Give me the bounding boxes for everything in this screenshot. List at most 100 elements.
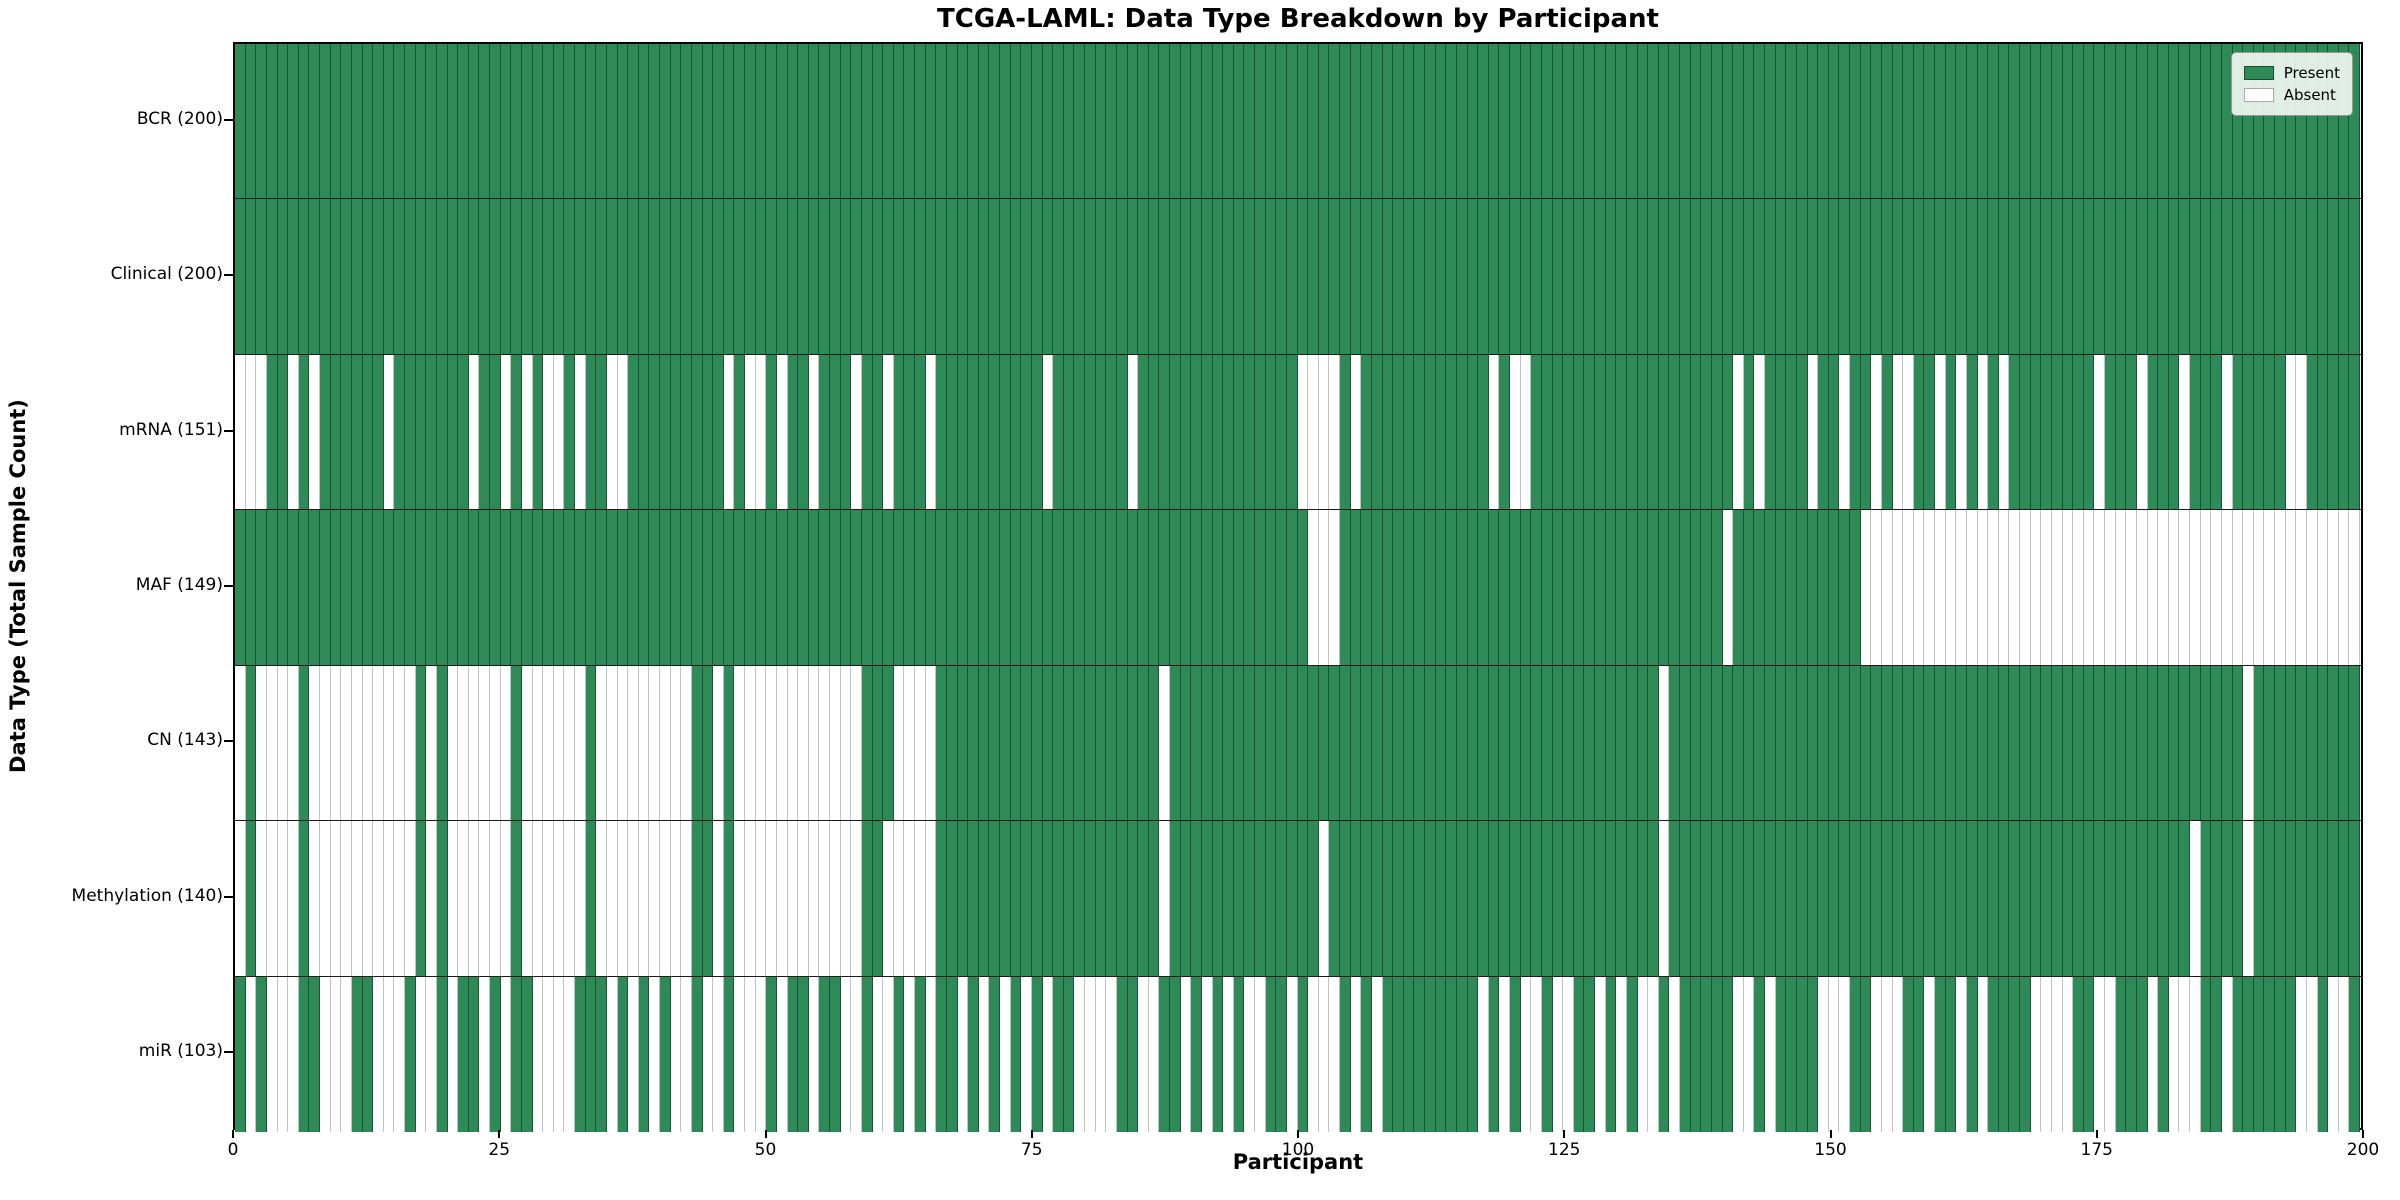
cell <box>2083 976 2095 1132</box>
cell <box>2349 44 2360 199</box>
cell <box>1669 976 1680 1132</box>
cell <box>1276 665 1287 821</box>
cell <box>904 199 915 354</box>
cell <box>256 821 267 976</box>
cell <box>1924 354 1935 510</box>
cell <box>500 821 512 976</box>
cell <box>2083 199 2095 354</box>
cell <box>564 510 575 665</box>
cell <box>1510 44 1521 199</box>
cell <box>1382 44 1394 199</box>
cell <box>2232 976 2244 1132</box>
cell <box>1881 44 1893 199</box>
cell <box>235 976 246 1132</box>
cell <box>660 976 671 1132</box>
cell <box>2179 665 2190 821</box>
cell <box>936 821 947 976</box>
cell <box>596 354 607 510</box>
cell <box>1403 665 1415 821</box>
cell <box>1308 665 1319 821</box>
cell <box>2158 976 2169 1132</box>
cell <box>1743 821 1755 976</box>
cell <box>670 354 682 510</box>
y-tick-mark <box>224 740 233 743</box>
cell <box>2285 354 2297 510</box>
cell <box>1913 44 1925 199</box>
cell <box>288 510 299 665</box>
cell <box>978 354 990 510</box>
cell <box>1796 665 1808 821</box>
cell <box>1467 199 1479 354</box>
cell <box>1159 821 1170 976</box>
cell <box>1255 821 1266 976</box>
cell <box>1966 44 1978 199</box>
cell <box>553 199 565 354</box>
cell <box>362 976 374 1132</box>
cell <box>298 665 310 821</box>
cell <box>893 354 905 510</box>
cell <box>1903 44 1914 199</box>
cell <box>1966 821 1978 976</box>
cell <box>2062 199 2074 354</box>
cell <box>1159 199 1170 354</box>
cell <box>925 44 937 199</box>
y-tick-label-MAF: MAF (149) <box>135 575 223 595</box>
cell <box>628 199 639 354</box>
legend-label-absent: Absent <box>2283 86 2336 104</box>
y-tick-mark <box>224 429 233 432</box>
cell <box>490 354 501 510</box>
cell <box>1616 354 1627 510</box>
cell <box>1595 821 1606 976</box>
cell <box>479 976 490 1132</box>
cell <box>660 199 671 354</box>
cell <box>1170 354 1181 510</box>
cell <box>2115 665 2127 821</box>
cell <box>468 199 480 354</box>
cell <box>915 510 926 665</box>
cell <box>415 44 427 199</box>
cell <box>2136 665 2148 821</box>
cell <box>596 510 607 665</box>
cell <box>1807 44 1819 199</box>
cell <box>1021 199 1032 354</box>
cell <box>1701 44 1712 199</box>
x-tick-label: 50 <box>754 1140 777 1160</box>
cell <box>670 44 682 199</box>
cell <box>606 354 618 510</box>
cell <box>861 510 873 665</box>
cell <box>883 199 894 354</box>
cell <box>1116 821 1128 976</box>
legend-entry-absent: Absent <box>2243 86 2340 104</box>
cell <box>1871 976 1882 1132</box>
cell <box>1403 976 1415 1132</box>
cell <box>1000 821 1011 976</box>
cell <box>2221 510 2233 665</box>
cell <box>1488 665 1500 821</box>
heatmap-row-Clinical <box>235 199 2361 355</box>
cell <box>1042 976 1054 1132</box>
cell <box>925 510 937 665</box>
cell <box>1488 510 1500 665</box>
cell <box>915 199 926 354</box>
cell <box>1265 44 1277 199</box>
cell <box>1201 354 1213 510</box>
cell <box>1680 354 1691 510</box>
cell <box>1095 510 1107 665</box>
cell <box>2253 44 2265 199</box>
cell <box>755 199 767 354</box>
cell <box>1881 199 1893 354</box>
cell <box>2158 44 2169 199</box>
cell <box>1318 976 1330 1132</box>
cell <box>394 199 405 354</box>
cell <box>2094 976 2105 1132</box>
cell <box>734 44 745 199</box>
cell <box>702 44 714 199</box>
cell <box>1106 821 1117 976</box>
cell <box>1031 44 1043 199</box>
cell <box>1393 665 1404 821</box>
cell <box>1318 665 1330 821</box>
cell <box>755 44 767 199</box>
cell <box>2275 976 2286 1132</box>
cell <box>330 976 342 1132</box>
cell <box>1807 510 1819 665</box>
